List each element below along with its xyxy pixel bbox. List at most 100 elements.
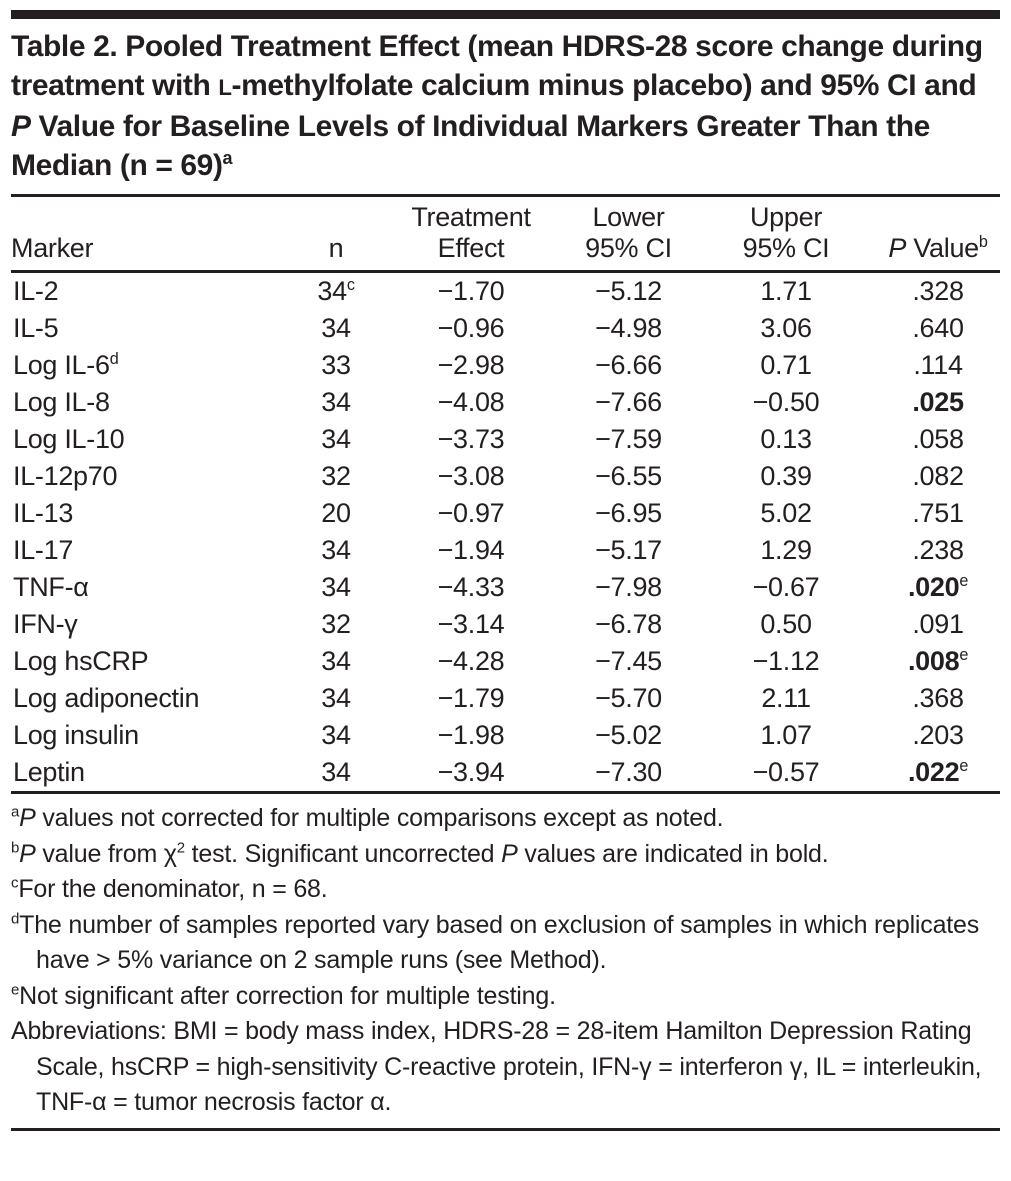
upper-ci-cell: 1.07 — [760, 720, 812, 750]
p-value-cell: .640 — [876, 310, 1000, 347]
title-text: Table 2. Pooled Treatment Effect (mean H… — [11, 30, 983, 102]
footnote-marker: e — [959, 572, 969, 590]
upper-ci-cell: 0.71 — [760, 350, 812, 380]
lower-ci-cell: −6.78 — [595, 609, 662, 639]
top-rule-thick — [11, 10, 1000, 19]
upper-ci-cell: −0.57 — [752, 757, 820, 787]
treatment-effect-cell: −4.08 — [437, 387, 505, 417]
p-value-cell: .058 — [876, 421, 1000, 458]
lower-ci-cell: −7.45 — [595, 646, 662, 676]
bottom-rule — [11, 1127, 1000, 1131]
p-value-cell: .238 — [876, 532, 1000, 569]
p-value: .751 — [912, 498, 964, 528]
n-cell: 34 — [321, 720, 351, 750]
p-value-cell: .751 — [876, 495, 1000, 532]
n-cell: 34 — [321, 572, 351, 602]
footnote-marker: a — [11, 803, 20, 821]
upper-ci-cell: 1.29 — [760, 535, 812, 565]
n-cell: 34 — [321, 757, 351, 787]
footnote: bP value from χ2 test. Significant uncor… — [11, 839, 829, 868]
table-row: IL-13 20 −0.97 −6.95 5.02 .751 — [11, 495, 1000, 532]
italic-text: P — [19, 804, 36, 832]
col-header-p-value: P Valueb — [876, 197, 1000, 273]
n-cell: 20 — [321, 498, 351, 528]
marker-cell: IL-2 — [13, 276, 59, 306]
table-title: Table 2. Pooled Treatment Effect (mean H… — [11, 27, 1000, 185]
p-value-cell: .008e — [876, 643, 1000, 680]
n-cell: 32 — [321, 461, 351, 491]
header-footnote-marker: b — [978, 233, 988, 251]
table-row: IL-17 34 −1.94 −5.17 1.29 .238 — [11, 532, 1000, 569]
title-text: -methylfolate calcium minus placebo) and… — [231, 69, 977, 102]
n-cell: 34 — [321, 646, 351, 676]
lower-ci-cell: −7.30 — [595, 757, 662, 787]
lower-ci-cell: −5.12 — [595, 276, 662, 306]
treatment-effect-cell: −3.14 — [437, 609, 505, 639]
table-row: IFN-γ 32 −3.14 −6.78 0.50 .091 — [11, 606, 1000, 643]
superscript-text: 2 — [176, 839, 185, 857]
marker-cell: IL-13 — [13, 498, 74, 528]
col-header-treatment-effect: Treatment Effect — [381, 197, 561, 273]
marker-cell: Log hsCRP — [13, 646, 149, 676]
marker-cell: IL-17 — [13, 535, 74, 565]
table-row: Log IL-6d 33 −2.98 −6.66 0.71 .114 — [11, 347, 1000, 384]
lower-ci-cell: −5.70 — [595, 683, 662, 713]
title-small-cap-l: L — [218, 75, 232, 100]
table-page: Table 2. Pooled Treatment Effect (mean H… — [0, 10, 1011, 1131]
p-value: .368 — [912, 683, 964, 713]
title-text: Value for Baseline Levels of Individual … — [11, 110, 930, 182]
n-cell: 34 — [321, 424, 351, 454]
col-header-marker: Marker — [11, 197, 291, 273]
footnote-marker: c — [11, 874, 19, 892]
col-header-upper-ci: Upper 95% CI — [696, 197, 876, 273]
header-row: Marker n Treatment Effect Lower 95% CI Upp… — [11, 197, 1000, 273]
lower-ci-cell: −4.98 — [595, 313, 662, 343]
p-value: .091 — [912, 609, 964, 639]
p-value: .022 — [907, 757, 960, 787]
upper-ci-cell: 3.06 — [760, 313, 812, 343]
lower-ci-cell: −7.66 — [595, 387, 662, 417]
p-value: .082 — [912, 461, 964, 491]
table-row: IL-12p70 32 −3.08 −6.55 0.39 .082 — [11, 458, 1000, 495]
marker-cell: Log IL-6d — [13, 350, 119, 380]
treatment-effect-cell: −1.98 — [437, 720, 505, 750]
upper-ci-cell: 1.71 — [760, 276, 812, 306]
n-cell: 34 — [321, 313, 351, 343]
upper-ci-cell: 5.02 — [760, 498, 812, 528]
p-value-cell: .368 — [876, 680, 1000, 717]
table-body: IL-2 34c −1.70 −5.12 1.71.328 IL-5 34 −0.96 −4.9… — [11, 272, 1000, 793]
p-value: .238 — [912, 535, 964, 565]
p-value: .640 — [912, 313, 964, 343]
table-header: Marker n Treatment Effect Lower 95% CI Upp… — [11, 197, 1000, 273]
lower-ci-cell: −6.95 — [595, 498, 662, 528]
marker-cell: Log IL-8 — [13, 387, 110, 417]
marker-cell: IL-5 — [13, 313, 59, 343]
treatment-effect-cell: −1.94 — [437, 535, 505, 565]
marker-cell: Log IL-10 — [13, 424, 125, 454]
footnote: aP values not corrected for multiple com… — [11, 803, 724, 832]
p-value: .114 — [913, 350, 963, 380]
n-cell: 34c — [317, 276, 355, 306]
treatment-effect-cell: −0.96 — [437, 313, 505, 343]
p-value: .008 — [907, 646, 960, 676]
p-value-cell: .022e — [876, 754, 1000, 793]
rule-above-header — [11, 194, 1000, 197]
p-value-cell: .203 — [876, 717, 1000, 754]
footnote-marker: b — [11, 839, 20, 857]
marker-cell: Leptin — [13, 757, 85, 787]
n-cell: 33 — [321, 350, 351, 380]
upper-ci-cell: −0.50 — [752, 387, 820, 417]
title-footnote-marker: a — [222, 148, 233, 168]
footnote-marker: e — [959, 646, 969, 664]
p-value: .025 — [912, 387, 964, 417]
p-value-cell: .020e — [876, 569, 1000, 606]
p-value-cell: .328 — [876, 272, 1000, 311]
treatment-effect-cell: −3.94 — [437, 757, 505, 787]
footnote-marker: e — [11, 981, 20, 999]
table-row: TNF-α 34 −4.33 −7.98 −0.67 .020e — [11, 569, 1000, 606]
table-row: Log adiponectin 34 −1.79 −5.70 2.11 .368 — [11, 680, 1000, 717]
footnote-marker: c — [346, 276, 355, 294]
footnote-marker: d — [109, 350, 119, 368]
n-cell: 32 — [321, 609, 351, 639]
p-value: .058 — [912, 424, 964, 454]
